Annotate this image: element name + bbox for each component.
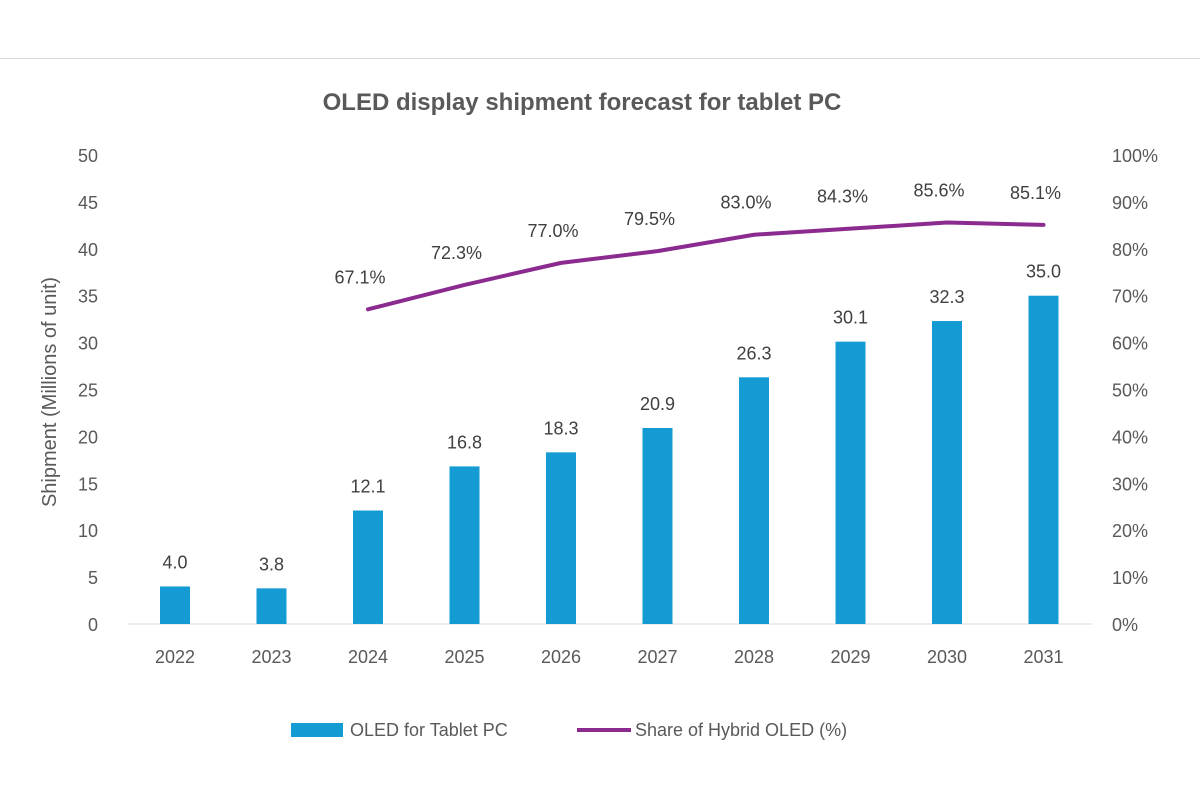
right-tick-label: 40% <box>1112 427 1148 447</box>
right-tick-label: 10% <box>1112 568 1148 588</box>
line-value-label: 85.1% <box>1010 183 1061 203</box>
bar <box>1028 295 1059 624</box>
left-tick-label: 40 <box>78 240 98 260</box>
left-tick-label: 35 <box>78 287 98 307</box>
right-tick-label: 50% <box>1112 381 1148 401</box>
legend-swatch-bar <box>291 723 343 737</box>
x-tick-label: 2025 <box>444 647 484 667</box>
right-tick-label: 20% <box>1112 521 1148 541</box>
y-axis-label: Shipment (Millions of unit) <box>39 277 61 507</box>
left-tick-label: 5 <box>88 568 98 588</box>
legend-label-bar: OLED for Tablet PC <box>350 720 508 740</box>
bar <box>160 586 190 624</box>
line-value-label: 84.3% <box>817 187 868 207</box>
legend-label-line: Share of Hybrid OLED (%) <box>635 720 847 740</box>
x-tick-label: 2024 <box>348 647 388 667</box>
bar <box>449 466 480 624</box>
line-value-label: 85.6% <box>913 181 964 201</box>
x-tick-label: 2027 <box>637 647 677 667</box>
bar <box>642 427 673 624</box>
left-tick-label: 45 <box>78 193 98 213</box>
left-tick-label: 15 <box>78 474 98 494</box>
line-value-label: 67.1% <box>334 267 385 287</box>
left-tick-label: 0 <box>88 615 98 635</box>
line-series <box>366 220 1046 312</box>
x-tick-label: 2023 <box>251 647 291 667</box>
bar <box>546 452 576 624</box>
line-value-label: 83.0% <box>720 193 771 213</box>
bar <box>353 510 383 624</box>
x-tick-label: 2022 <box>155 647 195 667</box>
left-tick-label: 30 <box>78 334 98 354</box>
line-data-labels: 67.1% 72.3% 77.0% 79.5% 83.0% 84.3% 85.6% 85.1% <box>334 181 1061 288</box>
line-value-label: 77.0% <box>527 221 578 241</box>
bar-value-label: 26.3 <box>736 343 771 363</box>
legend: OLED for Tablet PC Share of Hybrid OLED … <box>291 720 847 740</box>
left-tick-label: 10 <box>78 521 98 541</box>
right-tick-label: 0% <box>1112 615 1138 635</box>
bar-data-labels: 4.0 3.8 12.1 16.8 18.3 20.9 26.3 30.1 32.3 35.0 <box>162 262 1061 575</box>
bar-value-label: 20.9 <box>640 394 675 414</box>
x-tick-label: 2029 <box>830 647 870 667</box>
bar-series <box>160 295 1059 624</box>
bar-value-label: 30.1 <box>833 308 868 328</box>
right-tick-label: 60% <box>1112 334 1148 354</box>
x-tick-label: 2028 <box>734 647 774 667</box>
bar-value-label: 3.8 <box>259 554 284 574</box>
bar-value-label: 16.8 <box>447 432 482 452</box>
x-tick-label: 2026 <box>541 647 581 667</box>
x-tick-label: 2030 <box>927 647 967 667</box>
left-tick-label: 50 <box>78 146 98 166</box>
bar <box>932 321 962 624</box>
bar-value-label: 32.3 <box>929 287 964 307</box>
top-divider <box>0 58 1200 59</box>
left-axis-ticks: 0 5 10 15 20 25 30 35 40 45 50 <box>78 146 98 635</box>
right-tick-label: 80% <box>1112 240 1148 260</box>
left-tick-label: 20 <box>78 427 98 447</box>
right-tick-label: 70% <box>1112 287 1148 307</box>
bar <box>256 588 287 624</box>
bar-value-label: 35.0 <box>1026 262 1061 282</box>
right-axis-ticks: 0% 10% 20% 30% 40% 50% 60% 70% 80% 90% 100% <box>1112 146 1158 635</box>
left-tick-label: 25 <box>78 381 98 401</box>
bar-value-label: 12.1 <box>350 477 385 497</box>
right-tick-label: 30% <box>1112 474 1148 494</box>
x-axis-ticks: 2022 2023 2024 2025 2026 2027 2028 2029 2030 2031 <box>155 647 1064 667</box>
x-tick-label: 2031 <box>1023 647 1063 667</box>
line-value-label: 72.3% <box>431 243 482 263</box>
line-value-label: 79.5% <box>624 209 675 229</box>
right-tick-label: 100% <box>1112 146 1158 166</box>
chart-title: OLED display shipment forecast for table… <box>323 89 842 116</box>
bar-value-label: 18.3 <box>543 418 578 438</box>
bar-value-label: 4.0 <box>162 552 187 572</box>
bar <box>739 377 769 624</box>
bar <box>835 341 866 624</box>
right-tick-label: 90% <box>1112 193 1148 213</box>
line-path <box>366 220 1046 312</box>
